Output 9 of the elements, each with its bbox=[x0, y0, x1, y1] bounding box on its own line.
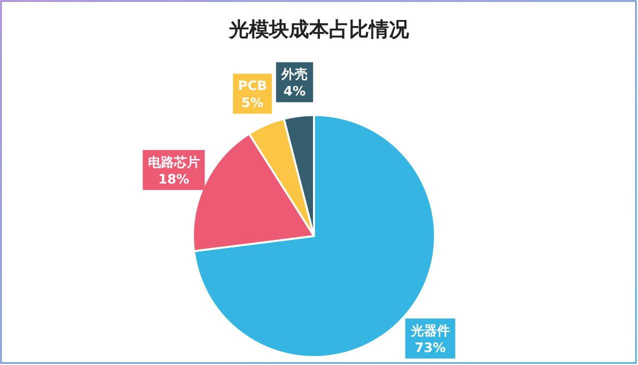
data-label: 5% bbox=[241, 96, 264, 112]
slice-label: PCB bbox=[238, 79, 267, 94]
data-label: 4% bbox=[284, 84, 306, 100]
data-label: 18% bbox=[158, 172, 190, 188]
slice-label: 外壳 bbox=[280, 68, 308, 83]
chart-title: 光模块成本占比情况 bbox=[228, 17, 410, 41]
slice-label: 光器件 bbox=[410, 324, 450, 340]
data-label: 73% bbox=[414, 341, 446, 356]
slice-label: 电路芯片 bbox=[148, 156, 200, 171]
